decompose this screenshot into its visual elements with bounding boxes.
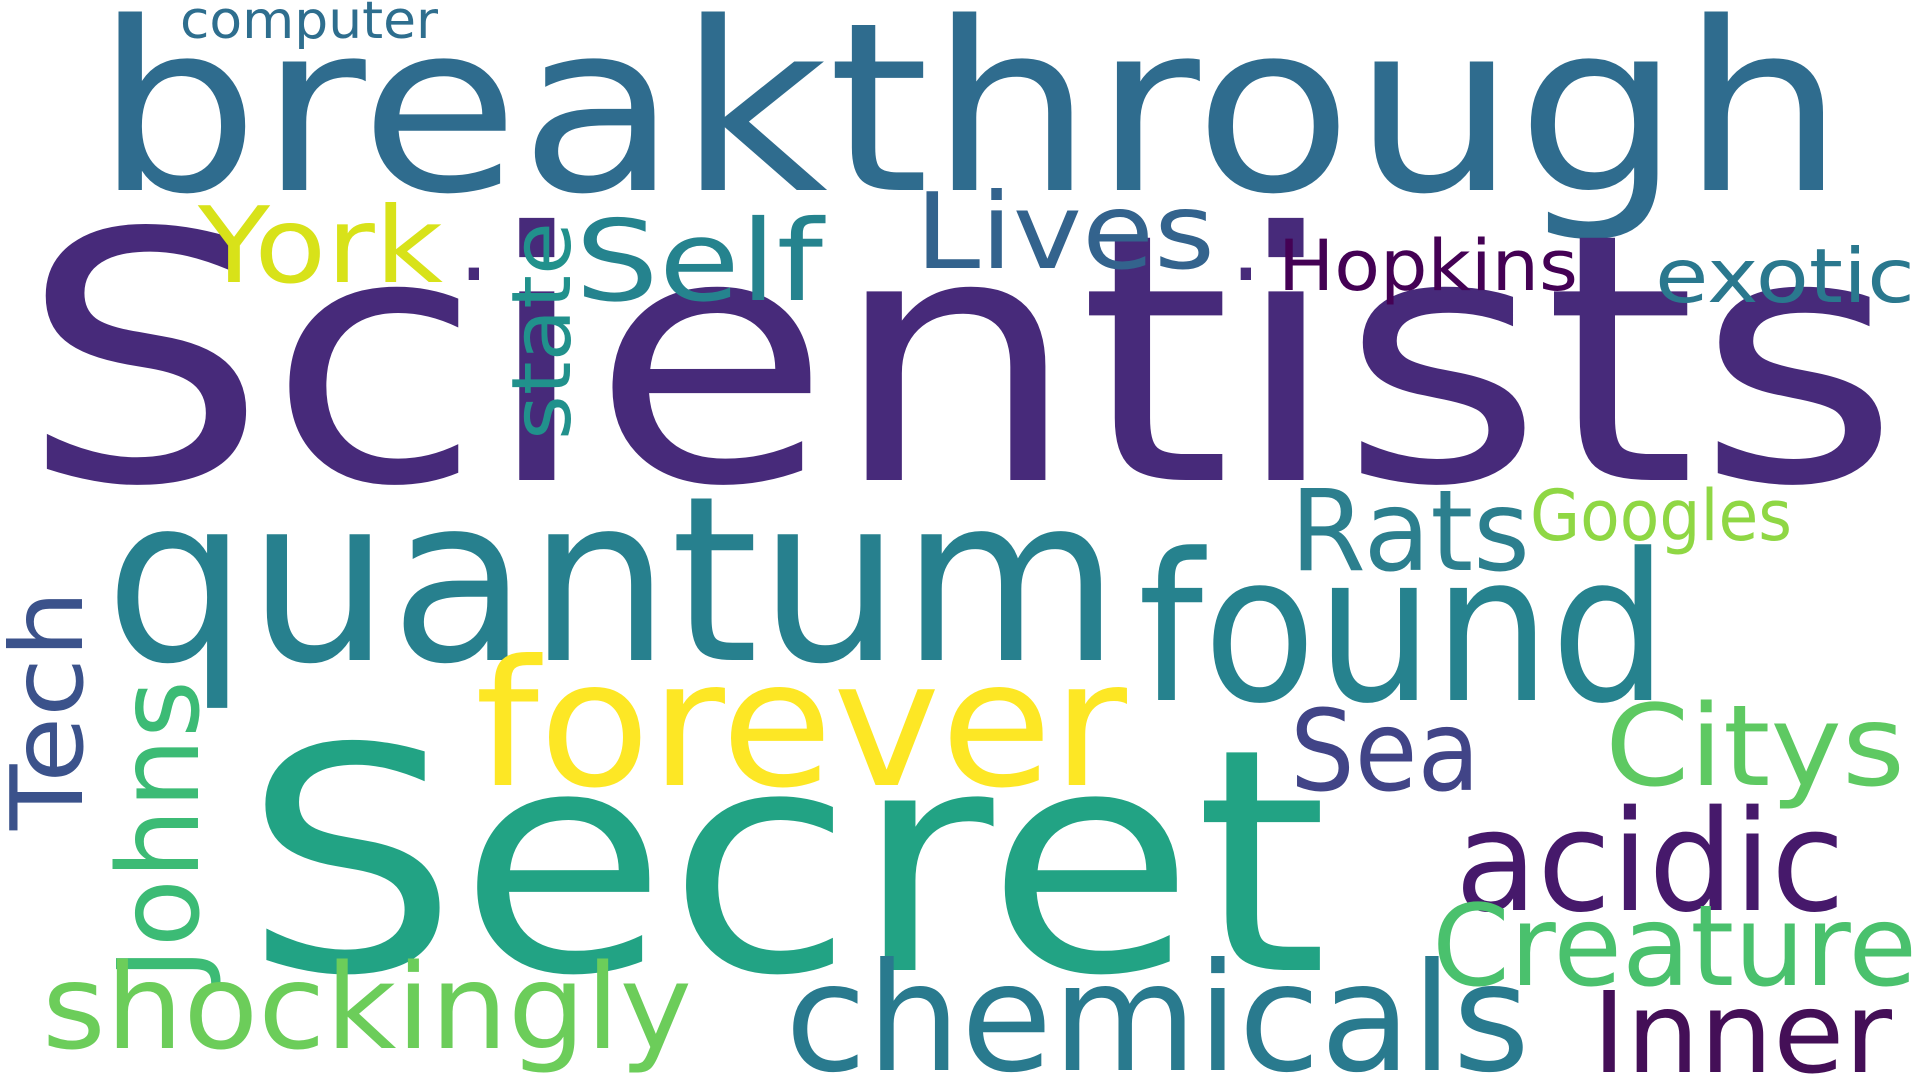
word-dot-1: . [458,187,490,304]
word-secret: Secret [243,683,1328,1044]
word-york: York [197,185,443,307]
word-computer: computer [180,0,439,51]
word-sea: Sea [1290,687,1480,817]
word-shockingly: shockingly [42,938,692,1076]
word-forever: forever [475,624,1127,827]
word-quantum: quantum [105,448,1120,715]
word-creature: Creature [1432,882,1917,1012]
word-found: found [1138,511,1668,749]
word-inner: Inner [1592,969,1893,1080]
word-lives: Lives [915,171,1215,293]
word-tech: Tech [0,590,106,831]
word-scientists: Scientists [20,161,1900,562]
word-rats: Rats [1290,467,1530,597]
word-johns: Johns [95,680,225,986]
word-dot-2: . [1230,187,1262,304]
word-chemicals: chemicals [785,932,1530,1080]
word-breakthrough: breakthrough [95,0,1845,246]
word-state: state [495,222,590,440]
word-citys: Citys [1605,682,1905,812]
word-exotic: exotic [1655,232,1915,320]
word-acidic: acidic [1455,781,1845,944]
word-googles: Googles [1530,475,1792,557]
word-self: Self [575,197,826,327]
word-hopkins: Hopkins [1278,225,1578,307]
